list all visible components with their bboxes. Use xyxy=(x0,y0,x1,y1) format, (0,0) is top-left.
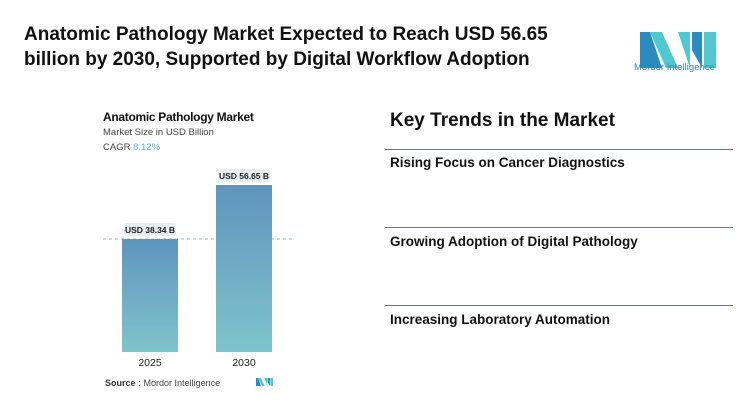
trend-item: Increasing Laboratory Automation xyxy=(390,312,611,327)
chart-title: Anatomic Pathology Market xyxy=(103,110,254,124)
divider xyxy=(385,149,733,150)
chart-subtitle: Market Size in USD Billion xyxy=(103,127,214,138)
logo-text: Mordor Intelligence xyxy=(634,62,715,73)
source-label: Source : xyxy=(105,378,142,388)
trend-item: Rising Focus on Cancer Diagnostics xyxy=(390,155,625,170)
source-value: Mordor Intelligence xyxy=(143,378,221,388)
data-label-bg xyxy=(124,222,176,236)
trend-item: Growing Adoption of Digital Pathology xyxy=(390,234,638,249)
bar-2025 xyxy=(122,238,178,352)
key-trends-title: Key Trends in the Market xyxy=(390,110,615,131)
mordor-logo-icon xyxy=(640,32,716,68)
mordor-small-logo-icon xyxy=(256,377,274,387)
divider xyxy=(385,227,733,228)
source: Source : Mordor Intelligence xyxy=(105,378,220,388)
cagr: CAGR 8.12% xyxy=(103,142,160,153)
bar-2030 xyxy=(216,185,272,352)
cagr-value: 8.12% xyxy=(133,142,161,153)
data-label-bg xyxy=(218,169,270,182)
data-label: USD 38.34 B xyxy=(125,225,175,235)
cagr-label: CAGR xyxy=(103,142,131,153)
divider xyxy=(385,305,733,306)
data-label: USD 56.65 B xyxy=(219,171,269,181)
x-tick-label: 2025 xyxy=(138,357,162,369)
x-tick-label: 2030 xyxy=(232,357,256,369)
page-title: Anatomic Pathology Market Expected to Re… xyxy=(24,24,548,70)
